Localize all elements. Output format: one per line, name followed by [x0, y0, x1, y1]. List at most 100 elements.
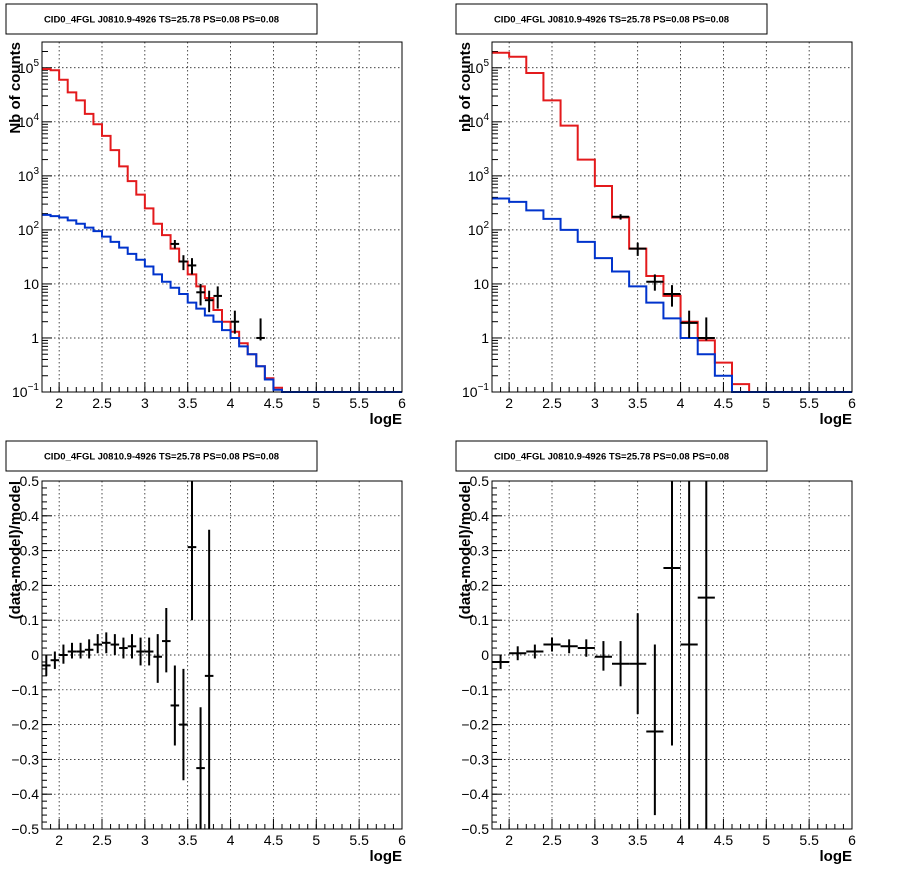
x-axis-title: logE — [370, 848, 403, 865]
y-tick-label: −0.4 — [461, 786, 489, 802]
data-point — [67, 642, 77, 659]
y-tick-label: −0.4 — [11, 786, 39, 802]
y-tick-label: 0.2 — [470, 577, 490, 593]
y-tick-label: 10 — [23, 276, 39, 292]
x-tick-label: 4.5 — [714, 395, 734, 411]
x-tick-label: 5 — [312, 832, 320, 848]
data-point — [119, 637, 128, 659]
data-point — [170, 665, 180, 746]
x-tick-label: 6 — [848, 832, 856, 848]
y-tick-label: 1 — [481, 330, 489, 346]
data-point — [153, 634, 162, 683]
y-tick-label: 0.4 — [20, 508, 40, 524]
x-tick-label: 3 — [591, 395, 599, 411]
data-point — [256, 318, 265, 341]
x-tick-label: 2.5 — [92, 395, 112, 411]
data-point — [680, 481, 698, 829]
y-tick-label: −0.2 — [461, 717, 489, 733]
data-point — [93, 634, 102, 654]
x-axis-title: logE — [820, 411, 853, 428]
y-axis-title: Nb of counts — [7, 42, 24, 134]
y-tick-label: 105 — [18, 58, 40, 76]
y-axis-title: (data-model)/model — [457, 481, 474, 619]
data-point — [136, 637, 145, 666]
y-tick-label: 0.4 — [470, 508, 490, 524]
y-tick-label: 0 — [31, 647, 39, 663]
x-tick-label: 3.5 — [628, 832, 648, 848]
y-axis-title: (data-model)/model — [7, 481, 24, 619]
y-tick-label: 0.5 — [20, 473, 40, 489]
data-point — [102, 632, 111, 654]
data-point — [629, 242, 647, 256]
y-tick-label: −0.3 — [11, 751, 39, 767]
data-point — [612, 641, 630, 687]
y-tick-label: −0.1 — [461, 682, 489, 698]
y-tick-label: 102 — [468, 220, 490, 238]
x-tick-label: 4 — [677, 395, 685, 411]
x-tick-label: 5 — [312, 395, 320, 411]
y-tick-label: 1 — [31, 330, 39, 346]
y-tick-label: −0.3 — [461, 751, 489, 767]
data-point — [76, 642, 85, 659]
data-point — [230, 310, 240, 334]
y-tick-label: 0.5 — [470, 473, 490, 489]
data-point — [187, 481, 197, 621]
title-box — [455, 440, 768, 472]
data-point — [196, 707, 205, 829]
data-point — [179, 255, 188, 271]
y-tick-label: 0.3 — [20, 543, 40, 559]
data-point — [577, 639, 595, 657]
title-box — [455, 3, 768, 35]
data-point — [42, 655, 51, 676]
x-tick-label: 3 — [591, 832, 599, 848]
data-point — [663, 285, 681, 307]
x-tick-label: 5 — [762, 395, 770, 411]
x-tick-label: 5.5 — [799, 395, 819, 411]
data-point — [697, 481, 715, 829]
data-point — [612, 214, 630, 220]
plot-frame — [41, 480, 403, 830]
x-axis-title: logE — [820, 848, 853, 865]
x-tick-label: 6 — [398, 395, 406, 411]
data-point — [162, 608, 171, 673]
series-background-model — [492, 197, 852, 393]
y-tick-label: 102 — [18, 220, 40, 238]
x-tick-label: 2.5 — [542, 395, 562, 411]
data-point — [204, 529, 214, 829]
data-point — [179, 668, 188, 781]
panel-residual_right: CID0_4FGL J0810.9-4926 TS=25.78 PS=0.08 … — [455, 440, 856, 865]
x-tick-label: 5 — [762, 832, 770, 848]
plot-frame — [491, 480, 853, 830]
x-tick-label: 5.5 — [349, 832, 369, 848]
x-tick-label: 6 — [398, 832, 406, 848]
data-point — [697, 317, 715, 341]
data-point — [594, 641, 612, 671]
y-tick-label: −0.5 — [11, 821, 39, 837]
data-point — [629, 613, 647, 715]
y-tick-label: −0.2 — [11, 717, 39, 733]
x-tick-label: 2.5 — [542, 832, 562, 848]
x-tick-label: 3 — [141, 832, 149, 848]
data-point — [110, 634, 120, 655]
y-axis-title: nb of counts — [457, 42, 474, 132]
x-tick-label: 2.5 — [92, 832, 112, 848]
x-tick-label: 4 — [677, 832, 685, 848]
data-point — [84, 639, 94, 659]
data-point — [526, 644, 544, 659]
x-tick-label: 2 — [505, 832, 513, 848]
x-tick-label: 3 — [141, 395, 149, 411]
data-point — [492, 655, 510, 669]
x-tick-label: 5.5 — [799, 832, 819, 848]
x-tick-label: 4.5 — [264, 832, 284, 848]
y-tick-label: 10 — [473, 276, 489, 292]
y-tick-label: 103 — [468, 166, 490, 184]
y-tick-label: 0.3 — [470, 543, 490, 559]
plot-title: CID0_4FGL J0810.9-4926 TS=25.78 PS=0.08 … — [44, 452, 279, 463]
x-tick-label: 4.5 — [264, 395, 284, 411]
plot-title: CID0_4FGL J0810.9-4926 TS=25.78 PS=0.08 … — [494, 452, 729, 463]
x-tick-label: 3.5 — [628, 395, 648, 411]
x-tick-label: 4 — [227, 832, 235, 848]
x-tick-label: 2 — [55, 395, 63, 411]
panel-spectrum_left: CID0_4FGL J0810.9-4926 TS=25.78 PS=0.08 … — [5, 3, 406, 428]
